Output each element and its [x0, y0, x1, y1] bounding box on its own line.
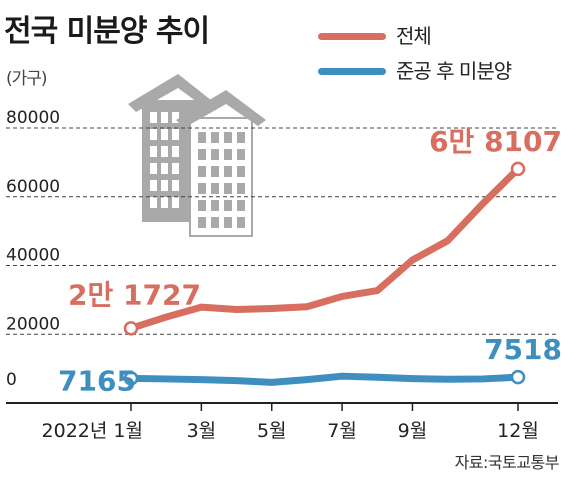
series-1-endpoint — [510, 369, 526, 385]
series-1-endpoint — [123, 371, 139, 386]
series-line-0 — [127, 165, 522, 332]
x-tick-label: 5월 — [257, 420, 287, 442]
y-tick-label: 40000 — [6, 246, 60, 266]
x-tick-label: 9월 — [398, 420, 428, 442]
x-tick-label: 2022년 1월 — [42, 420, 143, 442]
apartment-building-icon — [128, 74, 266, 237]
source-note: 자료:국토교통부 — [454, 453, 560, 472]
legend-swatch-completed — [318, 68, 386, 75]
x-tick-label: 7월 — [327, 420, 357, 442]
chart-title: 전국 미분양 추이 — [4, 14, 210, 49]
legend-label-total: 전체 — [396, 24, 432, 48]
x-tick-label: 3월 — [187, 420, 217, 442]
end-label-total: 6만 8107 — [429, 125, 562, 158]
end-label-completed: 7518 — [484, 333, 562, 366]
y-tick-label: 20000 — [6, 314, 60, 334]
start-label-completed: 7165 — [58, 364, 136, 397]
series-0-endpoint — [510, 161, 526, 177]
x-tick-label: 12월 — [497, 420, 539, 442]
y-tick-label: 0 — [6, 370, 17, 390]
y-tick-label: 60000 — [6, 177, 60, 197]
start-label-total: 2만 1727 — [68, 278, 201, 311]
legend-label-completed: 준공 후 미분양 — [396, 59, 512, 83]
series-line-1 — [127, 372, 522, 386]
y-tick-label: 80000 — [6, 108, 60, 128]
legend-swatch-total — [318, 33, 386, 40]
unit-label: (가구) — [6, 69, 48, 89]
series-0-endpoint — [123, 321, 139, 336]
